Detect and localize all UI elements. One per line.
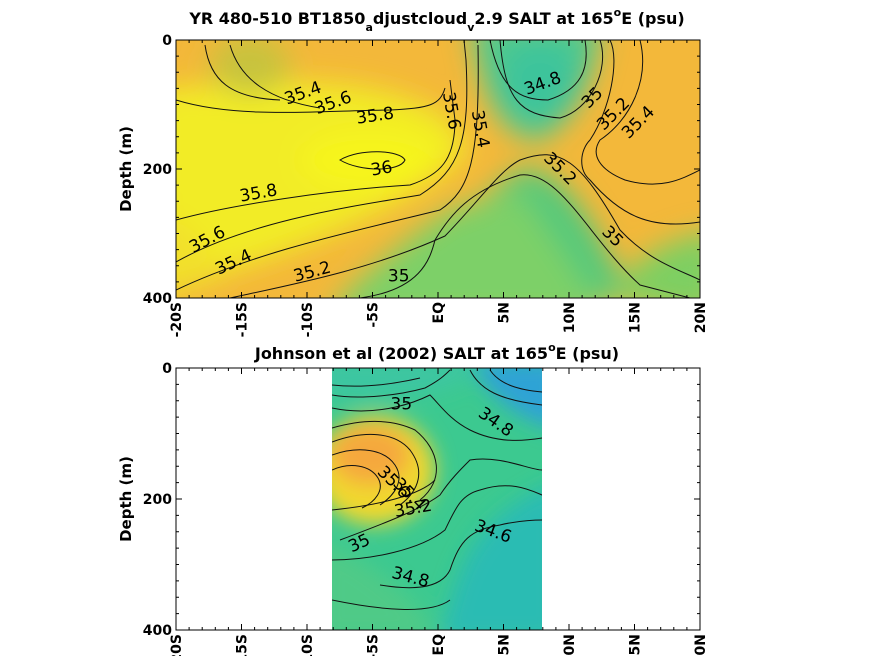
y-tick-label: 0 xyxy=(162,361,172,377)
x-tick-label: EQ xyxy=(431,634,447,656)
panel-observed-axes: -20S -15S -10S -5S EQ 5N 10N 15N 20N 0 200 400 xyxy=(143,361,709,656)
panel-observed-ylabel: Depth (m) xyxy=(117,456,135,542)
x-tick-label: 20N xyxy=(693,302,709,333)
y-tick-label: 200 xyxy=(143,492,172,508)
x-tick-label: -15S xyxy=(235,302,251,337)
panel-model-contours xyxy=(176,40,700,298)
contour-label: 35 xyxy=(390,395,412,415)
x-tick-label: -5S xyxy=(366,634,382,656)
x-tick-label: 5N xyxy=(497,634,513,655)
x-tick-label: EQ xyxy=(431,302,447,324)
contour-label: 35 xyxy=(388,267,410,287)
y-tick-label: 400 xyxy=(143,291,172,307)
panel-observed-contours xyxy=(332,369,542,610)
x-tick-label: 15N xyxy=(628,634,644,656)
x-tick-label: -15S xyxy=(235,634,251,656)
panel-model: YR 480-510 BT1850adjustcloudv2.9 SALT at… xyxy=(117,6,709,337)
x-tick-label: 15N xyxy=(628,302,644,333)
y-tick-label: 200 xyxy=(143,162,172,178)
panel-model-ylabel: Depth (m) xyxy=(117,126,135,212)
x-tick-label: 5N xyxy=(497,302,513,323)
panel-model-title: YR 480-510 BT1850adjustcloudv2.9 SALT at… xyxy=(188,6,684,34)
y-tick-label: 0 xyxy=(162,33,172,49)
x-tick-label: 10N xyxy=(562,634,578,656)
x-tick-label: -20S xyxy=(169,634,185,656)
x-tick-label: -10S xyxy=(300,634,316,656)
x-tick-label: 20N xyxy=(693,634,709,656)
x-tick-label: -10S xyxy=(300,302,316,337)
contour-label: 36 xyxy=(369,157,394,180)
y-tick-label: 400 xyxy=(143,623,172,639)
panel-model-axes: -20S -15S -10S -5S EQ 5N 10N 15N 20N 0 200 400 xyxy=(143,33,709,337)
panel-observed-title: Johnson et al (2002) SALT at 165oE (psu) xyxy=(254,341,619,363)
panel-observed: Johnson et al (2002) SALT at 165oE (psu) xyxy=(117,341,709,656)
panel-observed-field: 35 34.835.635.435.235 34.634.8 xyxy=(332,368,542,630)
x-tick-label: 10N xyxy=(562,302,578,333)
x-tick-label: -20S xyxy=(169,302,185,337)
x-tick-label: -5S xyxy=(366,302,382,328)
